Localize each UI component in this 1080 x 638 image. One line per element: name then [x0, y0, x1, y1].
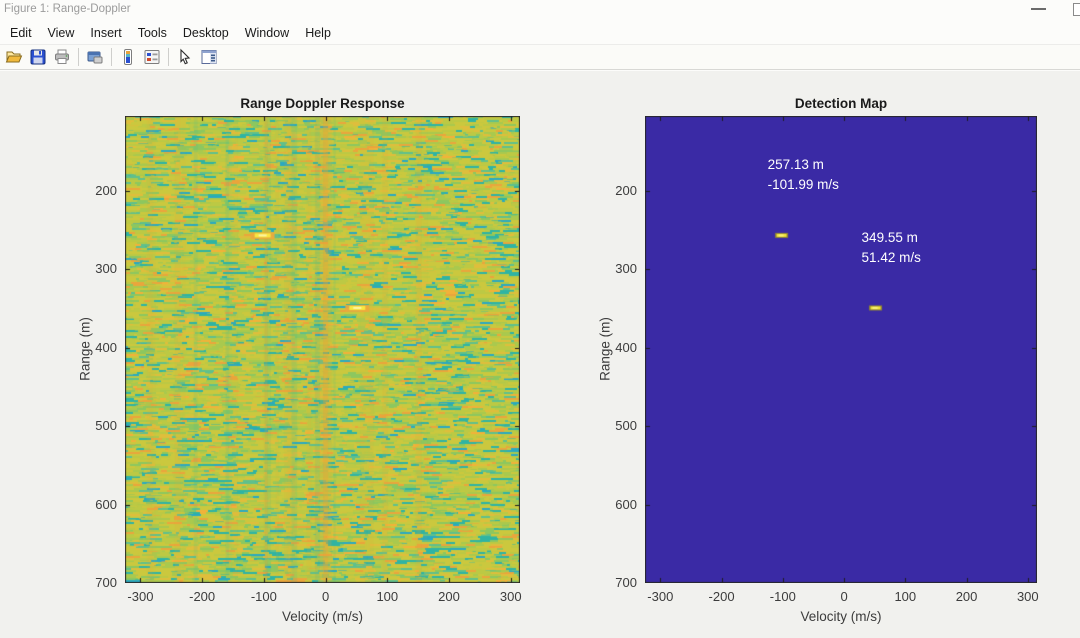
legend-icon — [144, 50, 160, 64]
range-doppler-heatmap[interactable] — [125, 116, 520, 583]
toolbar — [0, 44, 1080, 70]
y-tick-label: 500 — [615, 418, 637, 434]
insert-legend-button[interactable] — [141, 46, 163, 68]
save-floppy-icon — [30, 49, 46, 65]
y-tick-label: 600 — [615, 496, 637, 512]
menu-item-edit[interactable]: Edit — [10, 26, 32, 40]
menu-item-insert[interactable]: Insert — [90, 26, 122, 40]
range-doppler-title: Range Doppler Response — [240, 96, 405, 111]
printer-icon — [55, 49, 69, 64]
x-tick-label: 0 — [321, 589, 330, 604]
menu-bar: Edit View Insert Tools Desktop Window Help — [0, 22, 1080, 44]
y-tick-label: 300 — [95, 261, 117, 277]
print-button[interactable] — [51, 46, 73, 68]
y-tick-label: 500 — [95, 418, 117, 434]
copy-figure-button[interactable] — [84, 46, 106, 68]
detection-annotation-line: 257.13 m — [767, 157, 824, 173]
detection-annotation-line: -101.99 m/s — [767, 177, 839, 193]
y-tick-label: 400 — [95, 339, 117, 355]
open-folder-icon — [5, 51, 23, 63]
menu-item-view[interactable]: View — [47, 26, 75, 40]
insert-colorbar-button[interactable] — [117, 46, 139, 68]
detection-annotation: 257.13 m -101.99 m/s — [768, 155, 839, 195]
y-tick-label: 600 — [95, 496, 117, 512]
edit-plot-button[interactable] — [174, 46, 196, 68]
property-inspector-button[interactable] — [198, 46, 220, 68]
y-tick-label: 700 — [615, 575, 637, 590]
toolbar-separator — [78, 48, 79, 66]
detection-map-title: Detection Map — [794, 96, 888, 111]
detection-map-plot[interactable] — [645, 116, 1037, 583]
menu-item-desktop[interactable]: Desktop — [182, 26, 229, 40]
title-bar: Figure 1: Range-Doppler — [0, 0, 1080, 22]
detection-annotation-line: 51.42 m/s — [861, 249, 921, 265]
detection-map-xlabel: Velocity (m/s) — [800, 609, 882, 624]
copy-figure-icon — [87, 51, 103, 64]
detection-annotation: 349.55 m 51.42 m/s — [862, 228, 921, 268]
x-tick-label: 200 — [438, 589, 460, 604]
toolbar-separator — [111, 48, 112, 66]
colorbar-icon — [124, 49, 132, 65]
x-tick-label: -100 — [769, 589, 796, 604]
y-tick-label: 200 — [615, 182, 637, 198]
y-tick-label: 700 — [95, 575, 117, 590]
x-tick-label: -200 — [189, 589, 216, 604]
minimize-button[interactable] — [1026, 0, 1052, 20]
x-tick-label: -100 — [250, 589, 277, 604]
menu-item-tools[interactable]: Tools — [137, 26, 167, 40]
x-tick-label: -300 — [647, 589, 674, 604]
cursor-arrow-icon — [180, 48, 191, 65]
y-tick-label: 200 — [95, 182, 117, 198]
y-tick-label: 400 — [615, 339, 637, 355]
x-tick-label: 200 — [955, 589, 978, 604]
open-button[interactable] — [3, 46, 25, 68]
detection-annotation-line: 349.55 m — [861, 229, 918, 245]
x-tick-label: 300 — [499, 589, 522, 604]
figure-canvas: Range Doppler Response Detection Map Vel… — [0, 71, 1080, 638]
menu-item-help[interactable]: Help — [305, 26, 331, 40]
toolbar-separator — [168, 48, 169, 66]
menu-item-window[interactable]: Window — [244, 26, 290, 40]
y-tick-label: 300 — [615, 261, 637, 277]
range-doppler-xlabel: Velocity (m/s) — [281, 609, 363, 624]
minimize-icon — [1031, 8, 1046, 10]
x-tick-label: 300 — [1016, 589, 1039, 604]
maximize-button[interactable] — [1073, 3, 1080, 16]
x-tick-label: -300 — [127, 589, 154, 604]
x-tick-label: 0 — [840, 589, 848, 604]
property-inspector-icon — [201, 50, 217, 64]
window-title: Figure 1: Range-Doppler — [4, 3, 131, 15]
x-tick-label: -200 — [708, 589, 735, 604]
save-button[interactable] — [27, 46, 49, 68]
x-tick-label: 100 — [376, 589, 399, 604]
x-tick-label: 100 — [894, 589, 917, 604]
